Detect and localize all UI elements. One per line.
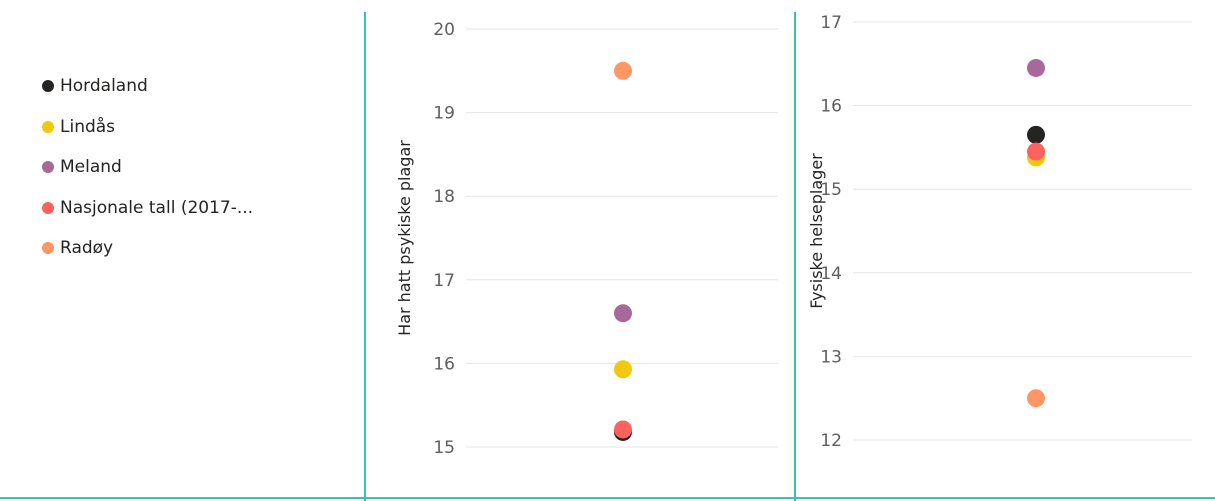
data-point[interactable] <box>1027 58 1045 77</box>
legend-item-meland[interactable]: Meland <box>42 147 253 188</box>
y-tick-label: 18 <box>433 187 455 207</box>
legend-marker <box>42 242 54 255</box>
legend-label: Radøy <box>60 238 114 259</box>
data-point[interactable] <box>614 360 632 379</box>
y-tick-label: 19 <box>433 104 455 124</box>
y-tick-label: 12 <box>820 431 842 451</box>
chart-baseline <box>0 497 1215 499</box>
legend-marker <box>42 161 54 174</box>
y-tick-label: 15 <box>820 180 842 200</box>
legend-item-lindas[interactable]: Lindås <box>42 107 253 148</box>
y-axis-title: Har hatt psykiske plagar <box>395 140 414 336</box>
legend-marker <box>42 80 54 93</box>
y-tick-label: 14 <box>820 264 842 284</box>
data-point[interactable] <box>614 304 632 323</box>
legend-label: Hordaland <box>60 76 148 97</box>
y-tick-label: 20 <box>433 20 455 40</box>
legend-label: Meland <box>60 157 122 178</box>
legend-item-radoy[interactable]: Radøy <box>42 228 253 269</box>
legend: Hordaland Lindås Meland Nasjonale tall (… <box>42 66 253 269</box>
data-point[interactable] <box>1027 142 1045 161</box>
data-point[interactable] <box>614 420 632 439</box>
y-tick-label: 17 <box>820 13 842 33</box>
y-tick-label: 16 <box>820 97 842 117</box>
legend-label: Lindås <box>60 116 116 137</box>
y-tick-label: 15 <box>433 438 455 458</box>
legend-label: Nasjonale tall (2017-... <box>60 197 254 218</box>
panel-divider <box>364 12 366 501</box>
data-point[interactable] <box>1027 389 1045 408</box>
legend-item-hordaland[interactable]: Hordaland <box>42 66 253 107</box>
y-tick-label: 13 <box>820 347 842 367</box>
y-tick-label: 16 <box>433 354 455 374</box>
panel-divider <box>794 12 796 501</box>
legend-item-nasjonale[interactable]: Nasjonale tall (2017-... <box>42 188 253 229</box>
data-point[interactable] <box>614 61 632 80</box>
y-tick-label: 17 <box>433 271 455 291</box>
legend-marker <box>42 120 54 133</box>
legend-marker <box>42 201 54 214</box>
y-axis-title: Fysiske helseplager <box>807 153 826 309</box>
data-point[interactable] <box>1027 125 1045 144</box>
